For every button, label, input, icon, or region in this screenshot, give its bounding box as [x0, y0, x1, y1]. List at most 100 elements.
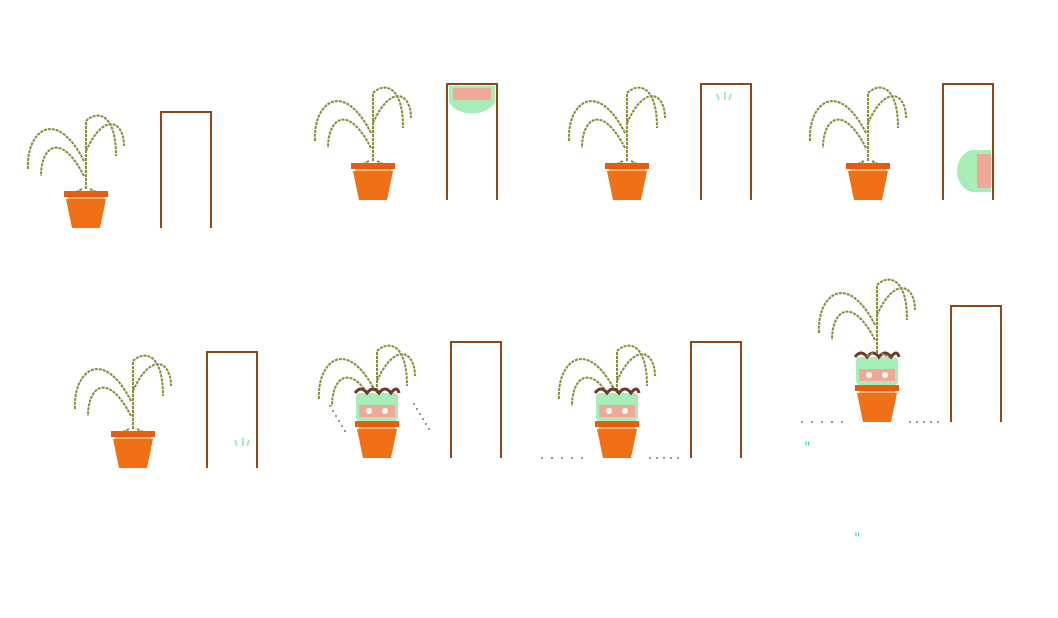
dust-particle: [663, 457, 665, 459]
pot-body: [113, 439, 153, 468]
creature-eye: [382, 408, 388, 414]
frame-4: [808, 83, 994, 200]
pot-rim: [111, 431, 155, 437]
frame-2: [313, 83, 498, 200]
dust-particle: [541, 457, 543, 459]
frame-7: [541, 341, 742, 459]
frame-1: [26, 111, 212, 228]
dust-particle: [338, 420, 340, 422]
dust-particle: [332, 410, 334, 412]
leaf: [73, 368, 132, 410]
flower-pot: [64, 191, 108, 228]
dust-particle: [416, 408, 418, 410]
pot-rim-highlight: [859, 391, 895, 393]
leaf: [808, 100, 867, 142]
dust-particle: [344, 430, 346, 432]
leaf: [822, 118, 867, 149]
doorframe: [446, 83, 498, 200]
pot-rim-highlight: [68, 197, 104, 199]
pot-rim: [855, 385, 899, 391]
leaf: [85, 114, 117, 157]
dust-particle: [422, 418, 424, 420]
dust-particle: [581, 457, 583, 459]
plant-leaves: [313, 86, 412, 166]
pot-rim: [351, 163, 395, 169]
creature-eye: [866, 372, 872, 378]
dust: [329, 403, 430, 432]
creature: [353, 387, 401, 421]
leaf: [867, 95, 907, 124]
doorframe: [160, 111, 212, 228]
dust-particle: [428, 428, 430, 430]
dust-particle: [341, 425, 343, 427]
leaf: [864, 352, 890, 358]
dust-particle: [916, 421, 918, 423]
leaf: [327, 118, 372, 149]
pot-rim-highlight: [850, 169, 886, 171]
doorframe: [700, 83, 752, 200]
leaf: [313, 100, 372, 142]
creature-hair: [853, 351, 901, 360]
creature-face: [977, 154, 991, 188]
pot-rim-highlight: [115, 437, 151, 439]
pot-rim-highlight: [355, 169, 391, 171]
dust-particle: [413, 403, 415, 405]
dust-particle: [930, 421, 932, 423]
dust-particle: [329, 405, 331, 407]
creature-face: [859, 369, 895, 381]
leaf: [626, 86, 658, 129]
leaf: [557, 358, 616, 400]
frame-8: [801, 278, 1002, 423]
frame-3: [567, 83, 752, 200]
leaf: [876, 287, 916, 316]
creature-glimpse: [716, 92, 732, 101]
pot-body: [857, 393, 897, 422]
pot-body: [353, 171, 393, 200]
plant-leaves: [26, 114, 125, 194]
dust-particle: [841, 421, 843, 423]
leaf: [616, 353, 656, 382]
doorframe: [942, 83, 994, 200]
leaf: [317, 358, 376, 400]
creature: [853, 351, 901, 385]
dust-particle: [419, 413, 421, 415]
leaf: [867, 86, 899, 129]
doorframe: [950, 305, 1002, 422]
leaf: [626, 95, 666, 124]
dust-particle: [571, 457, 573, 459]
leaf: [876, 278, 908, 321]
dust-particle: [831, 421, 833, 423]
dust-particle: [937, 421, 939, 423]
pot-body: [357, 429, 397, 458]
creature-eye: [606, 408, 612, 414]
plant-leaves: [808, 86, 907, 166]
dust-particle: [670, 457, 672, 459]
frame-6: [317, 341, 502, 458]
leaf: [372, 86, 404, 129]
pot-rim: [595, 421, 639, 427]
flower-pot: [111, 431, 155, 468]
dust-particle: [656, 457, 658, 459]
plant-leaves: [73, 354, 172, 434]
dust-particle: [551, 457, 553, 459]
sparkle: ": [804, 440, 810, 456]
dust-particle: [821, 421, 823, 423]
leaf: [40, 146, 85, 177]
flower-pot: [355, 421, 399, 458]
flower-pot: [846, 163, 890, 200]
plant-leaves: [567, 86, 666, 166]
creature-eye: [882, 372, 888, 378]
creature-eye: [622, 408, 628, 414]
leaf: [132, 363, 172, 392]
leaf: [376, 344, 408, 387]
dust-particle: [335, 415, 337, 417]
leaf: [567, 100, 626, 142]
dust-particle: [801, 421, 803, 423]
pot-rim: [355, 421, 399, 427]
flower-pot: [605, 163, 649, 200]
leaf: [831, 310, 876, 341]
leaf: [87, 386, 132, 417]
pot-rim-highlight: [359, 427, 395, 429]
pot-body: [607, 171, 647, 200]
